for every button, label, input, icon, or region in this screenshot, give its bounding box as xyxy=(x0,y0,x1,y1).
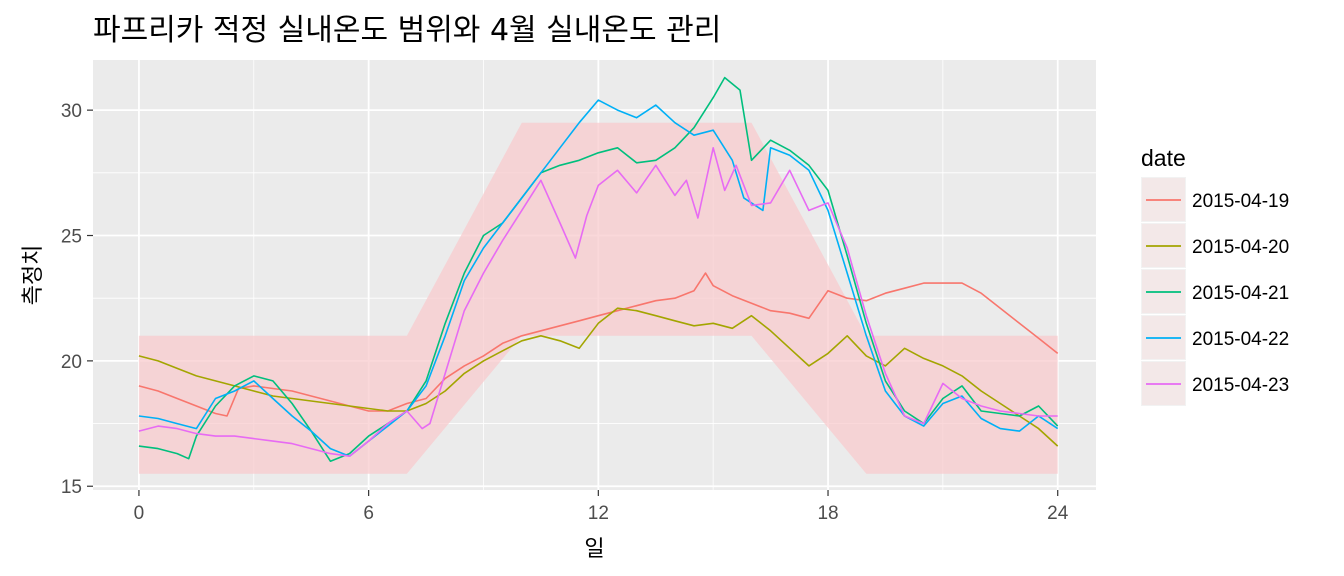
legend-label: 2015-04-19 xyxy=(1192,191,1289,212)
series-line-2015-04-23 xyxy=(138,147,1058,457)
x-tick-label: 24 xyxy=(1047,503,1069,524)
series-line-2015-04-20 xyxy=(138,307,1059,447)
chart-title: 파프리카 적정 실내온도 범위와 4월 실내온도 관리 xyxy=(93,13,721,48)
legend-label: 2015-04-22 xyxy=(1192,329,1289,350)
series-line-2015-04-22 xyxy=(138,99,1059,457)
x-axis-title: 일 xyxy=(584,537,604,562)
optimal-range-band xyxy=(138,122,1058,474)
y-tick-label: 30 xyxy=(61,101,82,122)
band-area xyxy=(138,122,1058,474)
legend-label: 2015-04-21 xyxy=(1192,283,1289,304)
legend-label: 2015-04-20 xyxy=(1192,237,1289,258)
y-tick-label: 15 xyxy=(61,477,82,498)
legend-label: 2015-04-23 xyxy=(1192,375,1289,396)
series-lines xyxy=(138,76,1059,462)
x-tick-label: 6 xyxy=(363,503,374,524)
axis-ticks: 0 6 12 18 24 15 20 25 30 xyxy=(61,101,1069,524)
x-tick-label: 12 xyxy=(588,503,609,524)
x-tick-label: 0 xyxy=(134,503,145,524)
y-tick-label: 25 xyxy=(61,227,82,248)
y-axis-title: 측정치 xyxy=(21,245,46,306)
x-tick-label: 18 xyxy=(817,503,838,524)
y-tick-label: 20 xyxy=(61,352,82,373)
legend-title: date xyxy=(1141,145,1186,171)
legend: 2015-04-19 2015-04-20 2015-04-21 2015-04-22… xyxy=(1141,177,1289,406)
